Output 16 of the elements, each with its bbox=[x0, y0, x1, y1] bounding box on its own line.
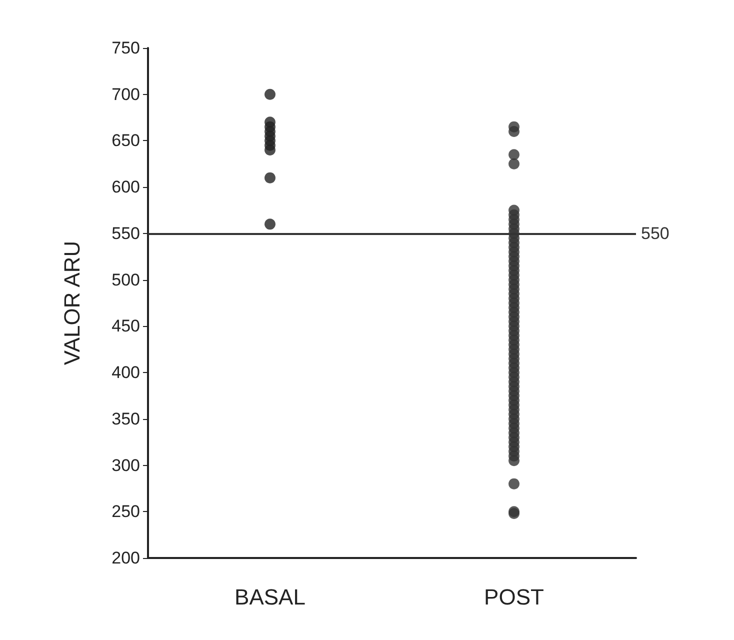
y-tick-label: 450 bbox=[112, 316, 140, 336]
y-tick-label: 550 bbox=[112, 224, 140, 243]
ref-line-label: 550 bbox=[641, 224, 670, 243]
y-tick-label: 750 bbox=[112, 38, 140, 58]
y-tick-label: 700 bbox=[112, 84, 140, 104]
y-tick-label: 300 bbox=[112, 456, 140, 475]
y-tick-label: 200 bbox=[112, 548, 140, 568]
y-tick-label: 400 bbox=[112, 363, 140, 382]
y-tick-label: 500 bbox=[112, 270, 140, 290]
x-tick-label: BASAL bbox=[234, 584, 306, 610]
y-tick-label: 350 bbox=[112, 409, 140, 428]
y-tick-label: 600 bbox=[112, 178, 140, 197]
y-tick-label: 250 bbox=[112, 502, 140, 522]
y-axis-title: VALOR ARU bbox=[60, 240, 84, 366]
x-tick-label: POST bbox=[484, 584, 544, 610]
y-tick-label: 650 bbox=[112, 131, 140, 150]
